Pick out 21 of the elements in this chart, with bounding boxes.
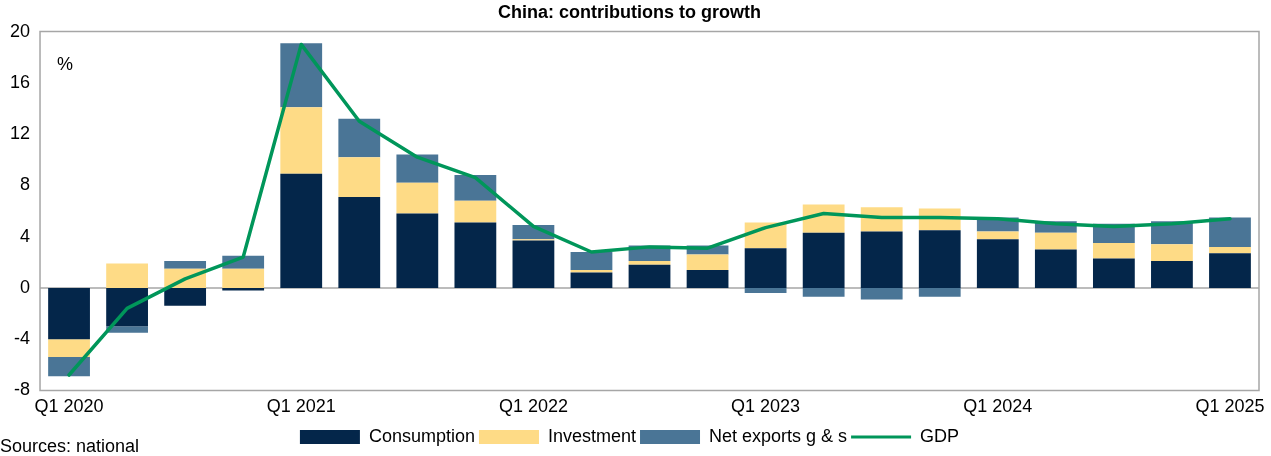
legend-label: Investment: [547, 425, 637, 446]
legend-label: GDP: [920, 425, 960, 446]
y-tick-label: 0: [20, 276, 31, 297]
y-tick-label: -8: [14, 379, 31, 400]
annotation: %: [57, 53, 74, 74]
x-tick-label: Q1 2023: [731, 396, 801, 417]
y-tick-label: 4: [20, 225, 31, 246]
x-tick-label: Q1 2020: [34, 396, 104, 417]
x-tick-label: Q1 2021: [266, 396, 336, 417]
legend-label: Consumption: [368, 425, 475, 446]
x-tick-label: Q1 2022: [498, 396, 568, 417]
y-tick-label: -4: [14, 328, 31, 349]
x-tick-label: Q1 2025: [1195, 396, 1265, 417]
chart-title: China: contributions to growth: [498, 1, 761, 22]
y-tick-label: 12: [9, 123, 31, 144]
y-tick-label: 16: [9, 71, 31, 92]
legend-label: Net exports g & s: [709, 425, 848, 446]
source-note: Sources: national: [0, 436, 140, 456]
x-tick-label: Q1 2024: [963, 396, 1033, 417]
y-tick-label: 8: [20, 174, 31, 195]
y-tick-label: 20: [9, 20, 31, 41]
